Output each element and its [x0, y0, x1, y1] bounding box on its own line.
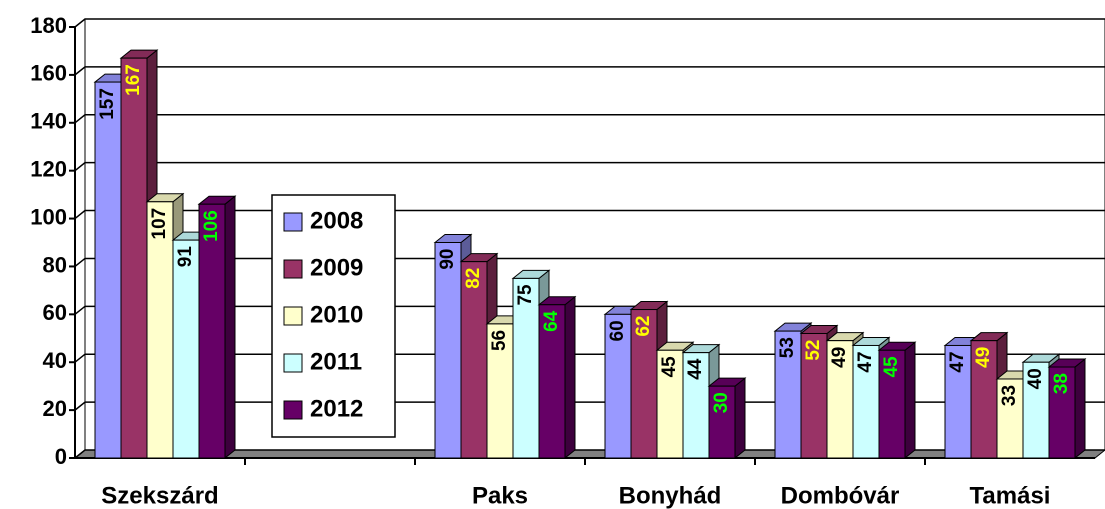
legend-label: 2009 — [310, 254, 363, 281]
bar-front — [852, 344, 880, 459]
y-tick-label: 20 — [43, 396, 67, 421]
data-label: 62 — [633, 316, 654, 337]
legend-swatch — [283, 353, 303, 373]
y-tick-label: 140 — [30, 109, 67, 134]
legend-swatch — [283, 400, 303, 420]
grid-line — [74, 257, 1105, 268]
legend-swatch — [283, 306, 303, 326]
data-label: 52 — [803, 339, 824, 360]
legend-label: 2008 — [310, 207, 363, 234]
bar — [537, 295, 577, 460]
data-label: 91 — [175, 246, 196, 268]
data-label: 82 — [463, 268, 484, 289]
data-label: 64 — [541, 310, 562, 332]
bar-front — [198, 203, 226, 459]
y-tick-label: 0 — [55, 444, 67, 469]
legend: 2008 2009 2010 2011 2012 — [271, 194, 396, 438]
bar-front — [944, 344, 972, 459]
legend-label: 2010 — [310, 301, 363, 328]
legend-swatch — [283, 259, 303, 279]
bar-front — [800, 332, 828, 459]
y-tick-label: 100 — [30, 204, 67, 229]
bar-front — [878, 349, 906, 459]
y-tick-label: 120 — [30, 156, 67, 181]
bar-front — [94, 81, 122, 459]
bar-front — [460, 261, 488, 459]
legend-swatch — [283, 212, 303, 232]
bar-front — [682, 352, 710, 459]
data-label: 157 — [97, 88, 118, 120]
data-label: 45 — [881, 356, 902, 378]
x-tick-label: Tamási — [970, 482, 1051, 509]
data-label: 45 — [659, 356, 680, 378]
bar-front — [486, 323, 514, 459]
grid-line — [74, 401, 1105, 411]
bar-front — [826, 340, 854, 459]
data-label: 75 — [515, 284, 536, 306]
data-label: 38 — [1051, 373, 1072, 394]
y-tick-label: 180 — [30, 13, 67, 38]
data-label: 90 — [437, 249, 458, 270]
bar-side — [224, 195, 236, 460]
data-label: 49 — [829, 347, 850, 368]
grid-line — [74, 305, 1105, 315]
grid-line — [74, 209, 1105, 220]
legend-label: 2012 — [310, 395, 363, 422]
bar-front — [996, 378, 1024, 459]
data-label: 49 — [973, 347, 994, 368]
bar — [1047, 357, 1087, 460]
data-label: 40 — [1025, 368, 1046, 389]
grid-line — [74, 353, 1105, 363]
x-tick-label: Szekszárd — [101, 482, 218, 509]
data-label: 47 — [855, 351, 876, 372]
bar — [877, 341, 917, 460]
bar — [707, 377, 747, 460]
bar-front — [172, 239, 200, 459]
y-tick-label: 40 — [43, 348, 67, 373]
grid-line — [74, 66, 1105, 76]
data-label: 47 — [947, 351, 968, 372]
bar-side — [564, 295, 576, 460]
bar-front — [774, 330, 802, 459]
legend-label: 2011 — [310, 348, 362, 375]
bar-front — [538, 304, 566, 459]
data-label: 33 — [999, 385, 1020, 406]
bar-front — [120, 57, 148, 459]
x-tick-label: Bonyhád — [619, 482, 722, 509]
data-label: 107 — [149, 208, 170, 240]
y-tick-label: 60 — [43, 300, 67, 325]
bar-front — [970, 340, 998, 459]
bar-front — [434, 242, 462, 459]
data-label: 60 — [607, 320, 628, 341]
data-label: 44 — [685, 358, 706, 380]
x-tick-label: Dombóvár — [781, 482, 900, 509]
grid-line — [74, 161, 1105, 172]
data-label: 106 — [201, 210, 222, 242]
bar-front — [708, 385, 736, 459]
data-label: 167 — [123, 64, 144, 96]
bar-front — [1048, 366, 1076, 459]
bar-side — [904, 341, 916, 460]
bar-side — [734, 377, 746, 460]
grid-line — [74, 18, 1105, 28]
y-tick-label: 160 — [30, 61, 67, 86]
bar — [197, 195, 237, 460]
bar-front — [1022, 361, 1050, 459]
x-tick-label: Paks — [472, 482, 528, 509]
data-label: 30 — [711, 392, 732, 413]
data-label: 53 — [777, 337, 798, 358]
data-label: 56 — [489, 330, 510, 351]
grid-line — [74, 114, 1105, 124]
y-tick-label: 80 — [43, 252, 67, 277]
bar-side — [1074, 357, 1086, 460]
bar-front — [604, 313, 632, 459]
bar-front — [656, 349, 684, 459]
bar-front — [146, 201, 174, 459]
grid-line — [74, 449, 1105, 459]
